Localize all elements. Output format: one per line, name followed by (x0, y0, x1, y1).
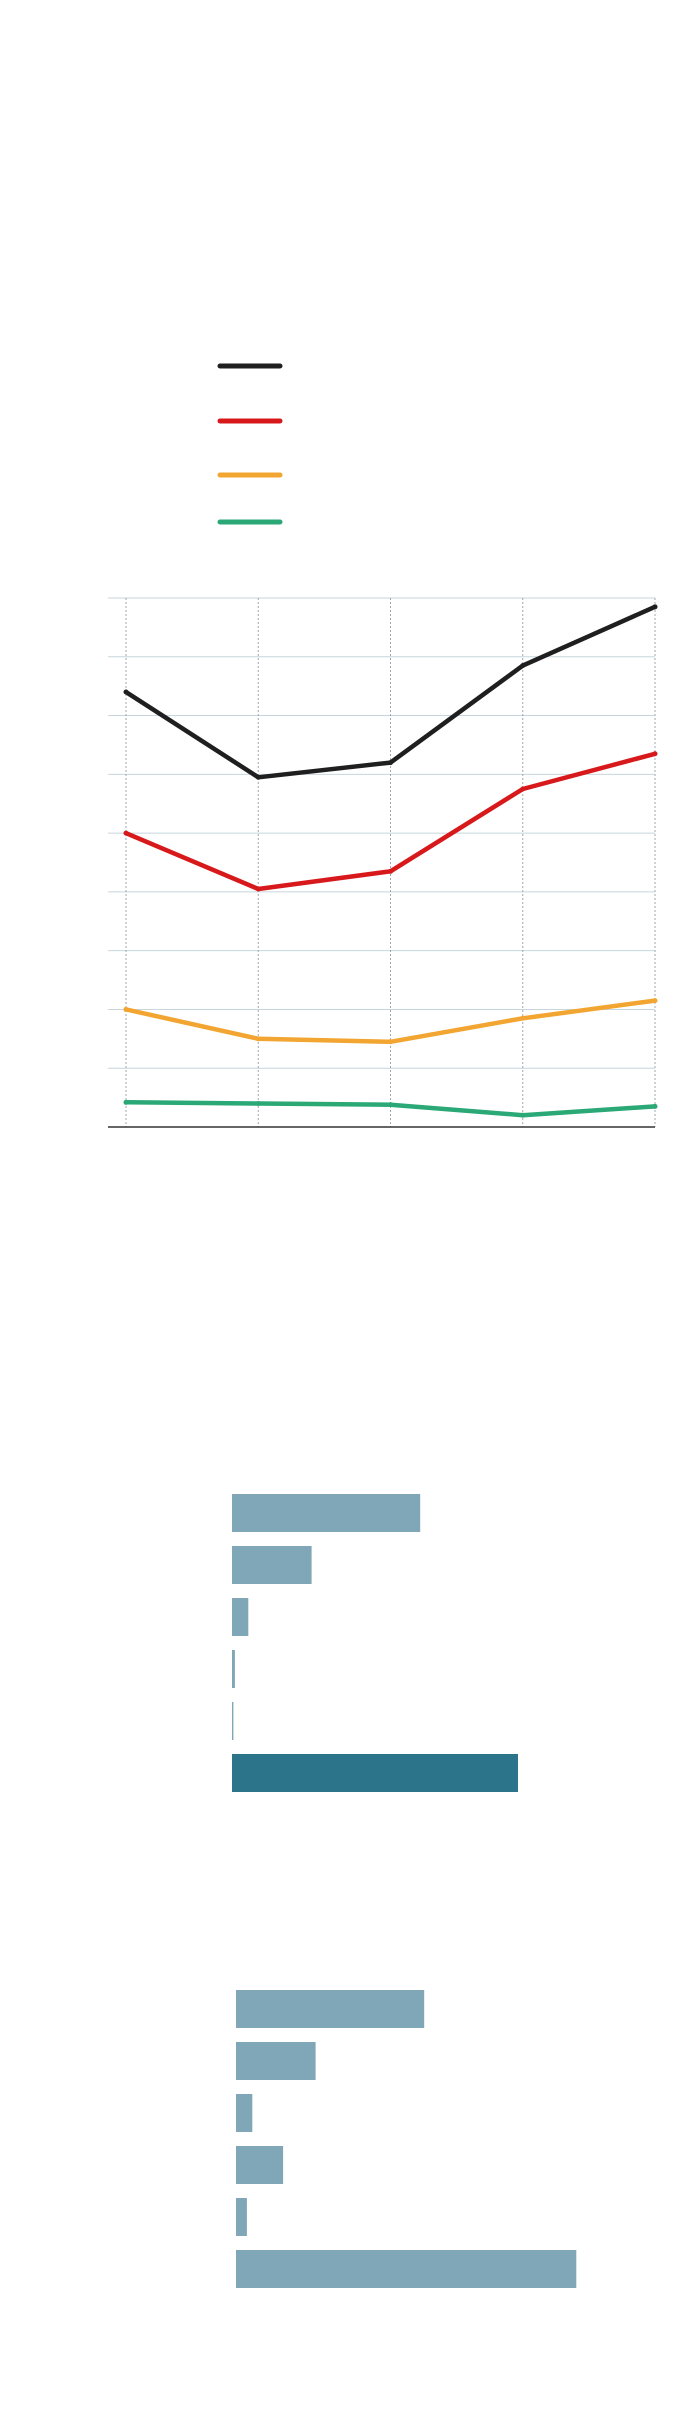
series-2-point (388, 868, 393, 874)
bar (236, 2094, 253, 2132)
series-4-point (123, 1099, 129, 1105)
series-4-point (520, 1112, 526, 1118)
series-1-point (652, 604, 658, 610)
series-1-point (388, 760, 393, 766)
series-3-point (255, 1036, 261, 1042)
series-4-point (652, 1103, 658, 1109)
bar (236, 1990, 425, 2028)
bar (236, 2146, 284, 2184)
series-1-point (255, 774, 261, 780)
bar (232, 1494, 421, 1532)
series-4-point (388, 1102, 393, 1108)
bar (232, 1650, 235, 1688)
series-1-point (123, 689, 129, 695)
series-3-point (388, 1039, 393, 1045)
bar-chart-upper (232, 1494, 518, 1792)
series-4-point (255, 1100, 261, 1106)
bar (232, 1598, 249, 1636)
bar (236, 2042, 316, 2080)
bar (236, 2198, 247, 2236)
bar (232, 1546, 312, 1584)
series-2-point (652, 751, 658, 757)
line-chart (108, 363, 658, 1128)
series-3-point (652, 998, 658, 1004)
bar (232, 1754, 518, 1792)
series-1-point (520, 663, 526, 669)
series-3-point (520, 1015, 526, 1021)
bar (232, 1702, 234, 1740)
bar-chart-lower (236, 1990, 577, 2288)
bar (236, 2250, 577, 2288)
series-2-point (123, 830, 129, 836)
series-2-point (255, 886, 261, 892)
series-2-point (520, 786, 526, 792)
series-3-point (123, 1006, 129, 1012)
